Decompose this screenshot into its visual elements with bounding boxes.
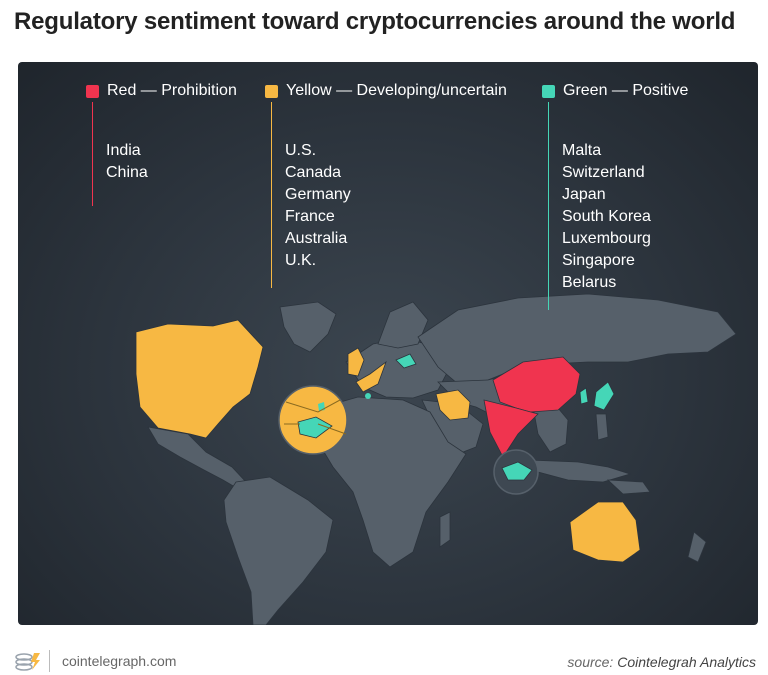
list-item: Germany — [285, 186, 351, 203]
source-name: Cointelegrah Analytics — [617, 654, 756, 670]
philippines — [595, 413, 609, 441]
new-zealand — [687, 531, 707, 563]
site-link[interactable]: cointelegraph.com — [62, 653, 177, 669]
central-america — [147, 426, 247, 491]
legend-yellow: Yellow — Developing/uncertain U.S. Canad… — [265, 82, 507, 288]
china-red — [492, 356, 581, 413]
africa — [317, 396, 467, 568]
madagascar — [439, 511, 451, 548]
list-item: Japan — [562, 186, 606, 203]
legend-green: Green — Positive Malta Switzerland Japan… — [542, 82, 688, 310]
list-item: Malta — [562, 142, 602, 159]
new-guinea — [606, 479, 651, 495]
legend-yellow-countries: U.S. Canada Germany France Australia U.K… — [285, 140, 351, 272]
cointelegraph-logo-icon — [15, 653, 40, 671]
chart-title: Regulatory sentiment toward cryptocurren… — [14, 8, 736, 35]
malta-green — [365, 393, 371, 399]
legend-yellow-line — [271, 102, 272, 288]
indonesia — [527, 459, 632, 483]
list-item: France — [285, 208, 335, 225]
list-item: Belarus — [562, 274, 617, 291]
iran-yellow — [435, 389, 471, 421]
france-germany-yellow — [355, 360, 387, 393]
source-credit: source: Cointelegrah Analytics — [567, 654, 756, 670]
legend-green-label: Green — Positive — [563, 82, 689, 99]
red-dot-icon — [86, 84, 99, 98]
legend-yellow-header: Yellow — Developing/uncertain — [265, 82, 507, 100]
india-red — [483, 399, 539, 458]
list-item: Singapore — [562, 252, 635, 269]
list-item: India — [106, 142, 141, 159]
list-item: Australia — [285, 230, 348, 247]
list-item: Switzerland — [562, 164, 645, 181]
list-item: Canada — [285, 164, 342, 181]
footer-divider — [49, 650, 50, 672]
legend-green-line — [548, 102, 549, 310]
legend-red-line — [92, 102, 93, 206]
list-item: China — [106, 164, 148, 181]
north-america-yellow — [135, 319, 264, 439]
legend-green-countries: Malta Switzerland Japan South Korea Luxe… — [562, 140, 651, 294]
legend-yellow-label: Yellow — Developing/uncertain — [286, 82, 507, 99]
list-item: South Korea — [562, 208, 651, 225]
list-item: U.S. — [285, 142, 317, 159]
legend-red: Red — Prohibition India China — [86, 82, 237, 206]
legend-red-header: Red — Prohibition — [86, 82, 237, 100]
legend-red-label: Red — Prohibition — [107, 82, 237, 99]
japan-green — [593, 381, 615, 411]
singapore-zoom-green — [501, 461, 533, 481]
switzerland-zoom-green — [297, 416, 333, 439]
world-map — [135, 293, 737, 625]
uk-yellow — [347, 347, 365, 377]
green-dot-icon — [542, 84, 555, 98]
scandinavia — [377, 301, 429, 349]
legend-red-countries: India China — [106, 140, 148, 184]
australia-yellow — [569, 501, 641, 563]
list-item: Luxembourg — [562, 230, 651, 247]
south-america — [223, 476, 334, 625]
south-korea-green — [579, 387, 589, 405]
belarus-green — [395, 353, 417, 369]
legend-green-header: Green — Positive — [542, 82, 688, 100]
greenland — [279, 301, 337, 353]
list-item: U.K. — [285, 252, 317, 269]
yellow-dot-icon — [265, 84, 278, 98]
source-prefix: source: — [567, 654, 614, 670]
map-panel: Red — Prohibition India China Yellow — D… — [18, 62, 758, 625]
